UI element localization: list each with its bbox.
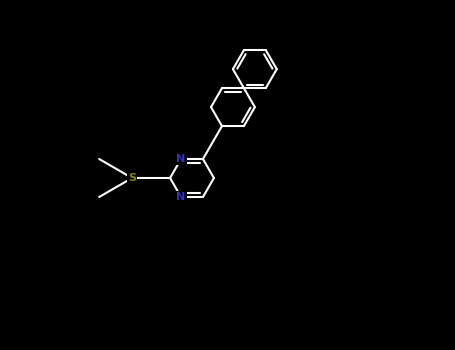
- Text: N: N: [177, 154, 186, 164]
- Text: S: S: [128, 173, 136, 183]
- Text: N: N: [177, 192, 186, 202]
